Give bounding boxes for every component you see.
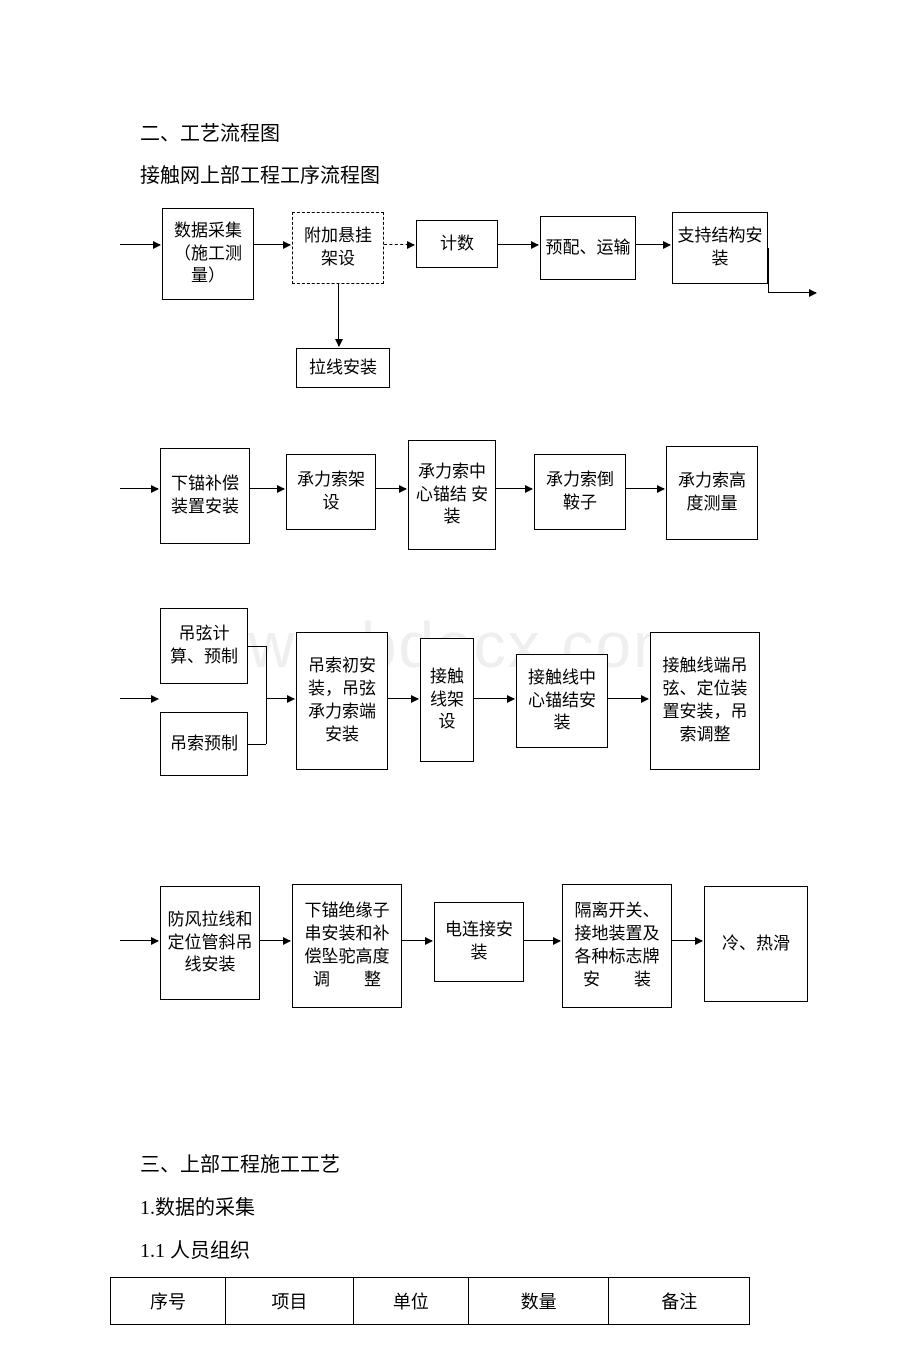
node-insulator-string-install: 下锚绝缘子串安装和补偿坠驼高度调 整 — [292, 884, 402, 1008]
connector — [768, 248, 769, 292]
node-messenger-saddle: 承力索倒鞍子 — [534, 454, 626, 530]
table-header: 备注 — [609, 1278, 750, 1325]
arrow — [250, 488, 284, 489]
section-2-heading: 二、工艺流程图 — [140, 120, 800, 148]
node-data-collection: 数据采集（施工测量） — [162, 208, 254, 300]
arrow — [768, 292, 816, 293]
node-messenger-erect: 承力索架 设 — [286, 454, 376, 530]
section-3-1-1: 1.1 人员组织 — [140, 1234, 800, 1263]
arrow — [384, 244, 414, 245]
table-header: 单位 — [353, 1278, 468, 1325]
node-contact-wire-end-install: 接触线端吊弦、定位装置安装，吊索调整 — [650, 632, 760, 770]
arrow — [474, 698, 514, 699]
node-electrical-connection: 电连接安 装 — [434, 902, 524, 982]
arrow — [120, 244, 160, 245]
section-2-subheading: 接触网上部工程工序流程图 — [140, 162, 800, 190]
arrow — [672, 940, 702, 941]
arrow — [120, 698, 158, 699]
connector — [248, 646, 266, 647]
node-count: 计数 — [416, 220, 498, 268]
node-support-structure: 支持结构安装 — [672, 212, 768, 284]
connector — [266, 646, 267, 744]
section-3-heading: 三、上部工程施工工艺 — [140, 1148, 800, 1177]
connector — [248, 744, 266, 745]
table-header: 数量 — [468, 1278, 609, 1325]
node-additional-suspension: 附加悬挂架设 — [292, 212, 384, 284]
node-guy-wire-install: 拉线安装 — [296, 348, 390, 388]
arrow — [376, 488, 406, 489]
arrow — [636, 244, 670, 245]
section-3-1: 1.数据的采集 — [140, 1191, 800, 1220]
personnel-table: 序号 项目 单位 数量 备注 — [110, 1277, 750, 1325]
node-anchor-compensation: 下锚补偿装置安装 — [160, 448, 250, 544]
flowchart: 数据采集（施工测量） 附加悬挂架设 计数 预配、运输 支持结构安装 拉线安装 下… — [140, 208, 800, 1108]
arrow — [260, 940, 290, 941]
arrow — [120, 940, 158, 941]
node-wind-guy-install: 防风拉线和定位管斜吊线安装 — [160, 886, 260, 1000]
node-hanger-initial-install: 吊索初安装，吊弦承力索端安装 — [296, 632, 388, 770]
arrow — [266, 698, 294, 699]
arrow — [254, 244, 290, 245]
node-messenger-center-anchor: 承力索中心锚结 安装 — [408, 440, 496, 550]
node-prep-transport: 预配、运输 — [540, 216, 636, 280]
table-header: 项目 — [226, 1278, 354, 1325]
node-switch-ground-signs: 隔离开关、接地装置及各种标志牌安 装 — [562, 884, 672, 1008]
arrow — [402, 940, 432, 941]
node-cold-hot-slide: 冷、热滑 — [704, 886, 808, 1002]
arrow — [608, 698, 648, 699]
arrow — [388, 698, 418, 699]
arrow — [496, 488, 532, 489]
node-contact-wire-erect: 接触线架设 — [420, 638, 474, 762]
node-hanger-prefab: 吊索预制 — [160, 712, 248, 776]
node-messenger-height-measure: 承力索高度测量 — [666, 446, 758, 540]
arrow — [524, 940, 560, 941]
table-header: 序号 — [111, 1278, 226, 1325]
arrow — [120, 488, 158, 489]
node-dropper-calc: 吊弦计算、预制 — [160, 608, 248, 684]
node-contact-wire-center-anchor: 接触线中心锚结安装 — [516, 654, 608, 748]
arrow — [498, 244, 538, 245]
arrow — [626, 488, 664, 489]
arrow — [338, 284, 339, 346]
